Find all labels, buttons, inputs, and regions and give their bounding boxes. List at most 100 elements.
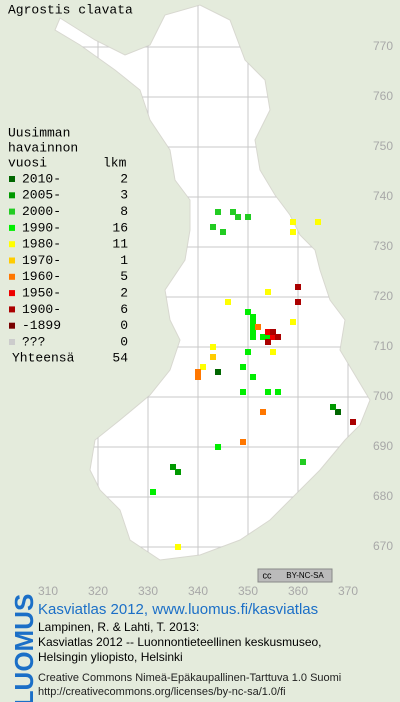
license-url[interactable]: http://creativecommons.org/licenses/by-n…: [38, 686, 286, 698]
license-badge: [257, 568, 333, 583]
observation: [235, 214, 241, 220]
observation: [225, 299, 231, 305]
legend-swatch: [9, 176, 15, 182]
legend-label: 2005-: [22, 188, 61, 203]
observation: [200, 364, 206, 370]
legend-swatch: [9, 241, 15, 248]
badge-cc: cc: [263, 570, 273, 580]
y-tick-label: 710: [373, 339, 393, 353]
observation: [265, 334, 271, 340]
legend-count: 0: [120, 318, 128, 333]
y-tick-label: 670: [373, 539, 393, 553]
legend-count: 2: [120, 286, 128, 301]
legend-label: -1899: [22, 318, 61, 333]
legend-count: 8: [120, 204, 128, 219]
observation: [265, 339, 271, 345]
observation: [215, 209, 221, 215]
legend-swatch: [9, 339, 15, 345]
legend-label: 2000-: [22, 204, 61, 219]
y-tick-label: 770: [373, 39, 393, 53]
legend-count: 5: [120, 269, 128, 284]
legend-swatch: [9, 273, 15, 280]
observation: [265, 389, 271, 395]
observation: [195, 374, 201, 380]
observation: [210, 354, 216, 360]
legend-label: ???: [22, 334, 45, 349]
observation: [250, 329, 256, 335]
observation: [265, 289, 271, 295]
observation: [255, 324, 261, 330]
observation: [275, 389, 281, 395]
legend-header: Uusimman: [8, 125, 70, 140]
legend-label: 2010-: [22, 171, 61, 186]
legend-swatch: [9, 306, 15, 313]
observation: [175, 469, 181, 475]
observation: [250, 334, 256, 340]
total-label: Yhteensä: [12, 351, 75, 366]
observation: [245, 309, 251, 315]
observation: [245, 349, 251, 355]
observation: [290, 229, 296, 235]
observation: [260, 409, 266, 415]
legend-header: havainnon: [8, 140, 78, 155]
x-tick-label: 340: [188, 584, 208, 598]
observation: [275, 334, 281, 340]
observation: [295, 284, 301, 290]
logo: LUOMUS: [9, 594, 39, 702]
observation: [240, 364, 246, 370]
x-tick-label: 360: [288, 584, 308, 598]
y-tick-label: 700: [373, 389, 393, 403]
legend-header: lkm: [103, 155, 127, 170]
x-tick-label: 320: [88, 584, 108, 598]
observation: [270, 329, 276, 335]
x-tick-label: 370: [338, 584, 358, 598]
legend-label: 1900-: [22, 302, 61, 317]
legend-count: 3: [120, 188, 128, 203]
legend-label: 1990-: [22, 220, 61, 235]
x-tick-label: 330: [138, 584, 158, 598]
observation: [250, 319, 256, 325]
observation: [245, 214, 251, 220]
citation: Kasviatlas 2012 -- Luonnontieteellinen k…: [38, 635, 322, 649]
footer-link[interactable]: Kasviatlas 2012, www.luomus.fi/kasviatla…: [38, 601, 318, 618]
legend-count: 11: [112, 237, 128, 252]
observation: [250, 314, 256, 320]
title: Agrostis clavata: [8, 2, 133, 17]
legend-label: 1980-: [22, 237, 61, 252]
legend-count: 6: [120, 302, 128, 317]
observation: [210, 224, 216, 230]
citation: Helsingin yliopisto, Helsinki: [38, 650, 183, 664]
legend-count: 0: [120, 334, 128, 349]
license: Creative Commons Nimeä-Epäkaupallinen-Ta…: [38, 672, 341, 684]
y-tick-label: 720: [373, 289, 393, 303]
observation: [260, 334, 266, 340]
observation: [315, 219, 321, 225]
observation: [195, 369, 201, 375]
y-tick-label: 760: [373, 89, 393, 103]
badge-terms: BY-NC-SA: [286, 571, 324, 580]
citation: Lampinen, R. & Lahti, T. 2013:: [38, 620, 199, 634]
land: [54, 4, 371, 561]
observation: [335, 409, 341, 415]
observation: [300, 459, 306, 465]
x-tick-label: 310: [38, 584, 58, 598]
legend-swatch: [9, 257, 15, 264]
legend-swatch: [9, 290, 15, 297]
legend-swatch: [9, 208, 15, 215]
legend-label: 1970-: [22, 253, 61, 268]
y-tick-label: 690: [373, 439, 393, 453]
observation: [220, 229, 226, 235]
observation: [350, 419, 356, 425]
observation: [210, 344, 216, 350]
legend-swatch: [9, 322, 15, 329]
observation: [270, 349, 276, 355]
observation: [265, 329, 271, 335]
legend-label: 1960-: [22, 269, 61, 284]
x-tick-label: 350: [238, 584, 258, 598]
observations: [150, 209, 356, 550]
observation: [215, 369, 221, 375]
total-count: 54: [112, 351, 128, 366]
observation: [330, 404, 336, 410]
